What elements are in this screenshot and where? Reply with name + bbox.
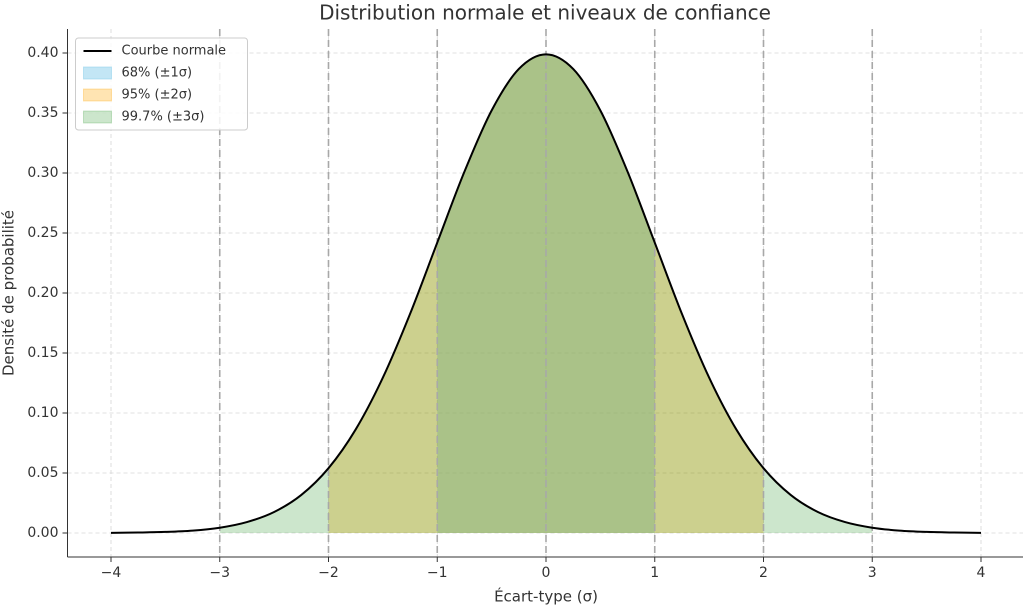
legend-label: 95% (±2σ): [122, 88, 193, 103]
legend-swatch: [83, 66, 112, 80]
y-tick-label: 0.30: [27, 165, 58, 181]
y-tick-label: 0.10: [27, 405, 58, 421]
y-tick-label: 0.35: [27, 105, 58, 121]
x-tick-label: 2: [759, 565, 768, 581]
y-tick-label: 0.20: [27, 285, 58, 301]
y-tick-label: 0.25: [27, 225, 58, 241]
x-tick-label: −1: [427, 565, 448, 581]
x-tick-label: 1: [650, 565, 659, 581]
chart-title: Distribution normale et niveaux de confi…: [319, 1, 771, 25]
y-tick-label: 0.00: [27, 525, 58, 541]
y-tick-label: 0.15: [27, 345, 58, 361]
y-tick-label: 0.40: [27, 45, 58, 61]
x-tick-label: 3: [868, 565, 877, 581]
x-tick-label: −4: [101, 565, 122, 581]
y-tick-label: 0.05: [27, 465, 58, 481]
y-axis-label: Densité de probabilité: [0, 210, 18, 376]
x-tick-label: −2: [318, 565, 339, 581]
legend-label: Courbe normale: [122, 44, 227, 59]
legend-swatch: [83, 88, 112, 102]
x-axis-label: Écart-type (σ): [494, 587, 598, 606]
curve: [110, 53, 982, 534]
legend-swatch: [83, 110, 112, 124]
legend-label: 99.7% (±3σ): [122, 110, 205, 125]
x-tick-label: 0: [542, 565, 551, 581]
x-tick-label: 4: [977, 565, 986, 581]
x-tick-label: −3: [209, 565, 230, 581]
legend: Courbe normale 68% (±1σ) 95% (±2σ) 99.7% (±…: [75, 37, 248, 131]
legend-box: [75, 37, 248, 131]
legend-label: 68% (±1σ): [122, 66, 193, 81]
